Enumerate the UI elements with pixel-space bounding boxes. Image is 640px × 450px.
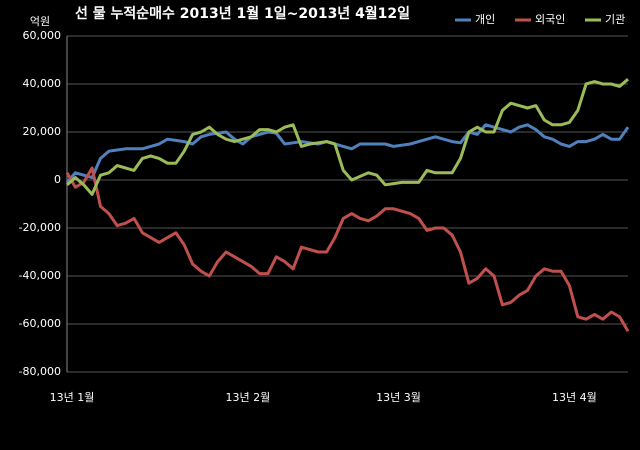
y-axis-label: 억원	[30, 15, 50, 28]
y-tick-label: -80,000	[19, 365, 61, 378]
series-line	[65, 166, 630, 332]
y-tick-label: 0	[54, 173, 61, 186]
chart-title: 선 물 누적순매수 2013년 1월 1일~2013년 4월12일	[75, 5, 410, 22]
x-tick-label: 13년 2월	[225, 391, 270, 404]
y-tick-label: -20,000	[19, 221, 61, 234]
y-tick-label: 60,000	[23, 29, 62, 42]
legend-label: 기관	[605, 13, 625, 26]
x-tick-label: 13년 4월	[552, 391, 597, 404]
x-tick-label: 13년 1월	[50, 391, 95, 404]
y-tick-label: 40,000	[23, 77, 62, 90]
y-tick-label: -60,000	[19, 317, 61, 330]
series-line	[65, 123, 630, 184]
y-tick-label: -40,000	[19, 269, 61, 282]
x-tick-label: 13년 3월	[376, 391, 421, 404]
legend-label: 개인	[475, 13, 495, 26]
series-line	[66, 78, 629, 196]
y-tick-label: 20,000	[23, 125, 62, 138]
legend-label: 외국인	[535, 13, 565, 26]
